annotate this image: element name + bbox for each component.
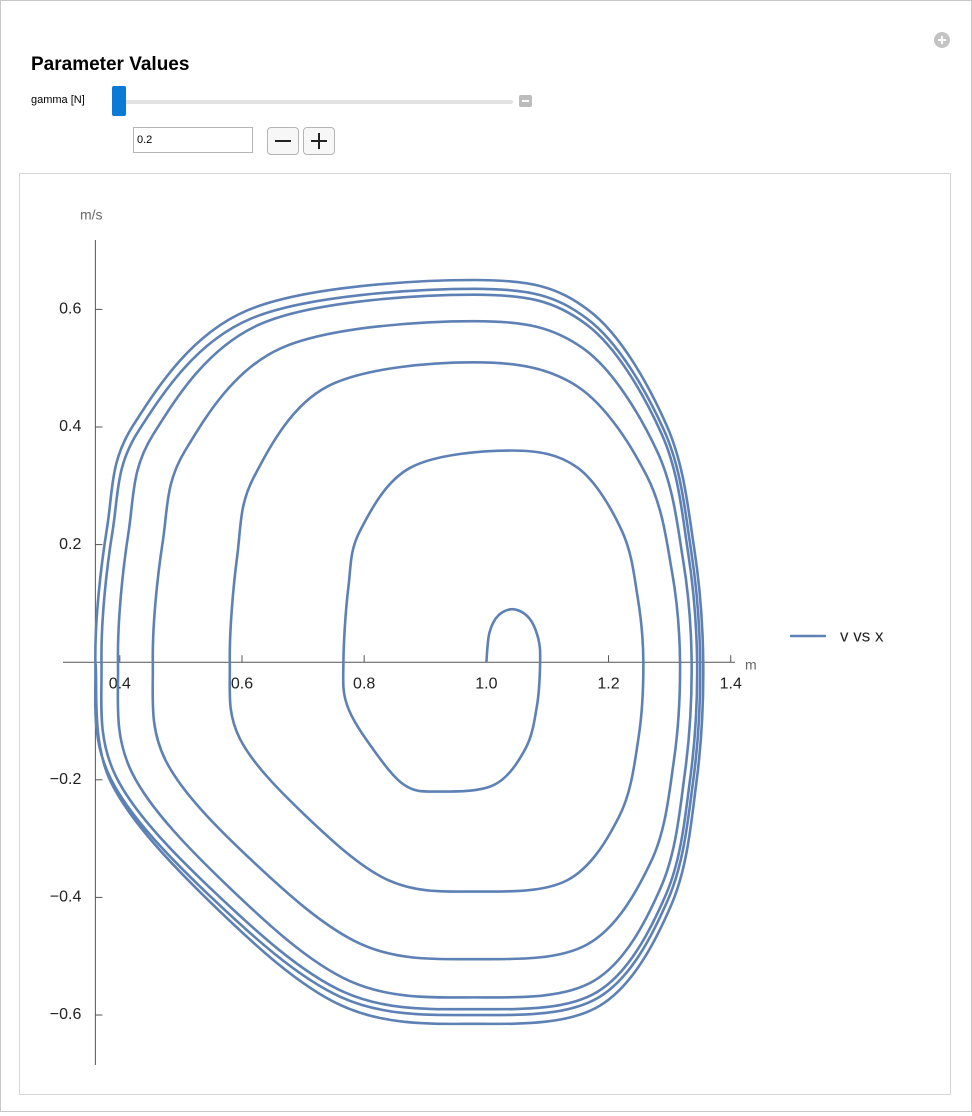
options-button[interactable] (934, 32, 950, 48)
y-tick-label: −0.4 (50, 889, 82, 906)
x-tick-label: 1.0 (475, 675, 497, 692)
slider-track[interactable] (113, 100, 513, 104)
y-axis-label: m/s (80, 207, 103, 223)
y-tick-label: −0.6 (50, 1006, 82, 1023)
x-tick-label: 0.8 (353, 675, 375, 692)
x-axis-label: m (745, 657, 757, 673)
x-tick-label: 1.4 (720, 675, 742, 692)
decrement-button[interactable] (267, 127, 299, 155)
x-tick-label: 0.4 (109, 675, 131, 692)
y-tick-label: 0.4 (59, 418, 81, 435)
y-tick-label: 0.2 (59, 536, 81, 553)
slider-thumb[interactable] (112, 86, 126, 116)
series-line (93, 278, 705, 1026)
value-input[interactable]: 0.2 (133, 127, 253, 153)
y-tick-label: 0.6 (59, 301, 81, 318)
controls-title: Parameter Values (31, 54, 190, 75)
plot-frame (19, 173, 951, 1095)
slider-label: gamma [N] (31, 94, 85, 106)
x-tick-label: 1.2 (597, 675, 619, 692)
y-tick-label: −0.2 (50, 771, 82, 788)
legend-label: v vs x (840, 626, 884, 645)
x-tick-label: 0.6 (231, 675, 253, 692)
increment-button[interactable] (303, 127, 335, 155)
slider-collapse[interactable] (519, 95, 532, 107)
